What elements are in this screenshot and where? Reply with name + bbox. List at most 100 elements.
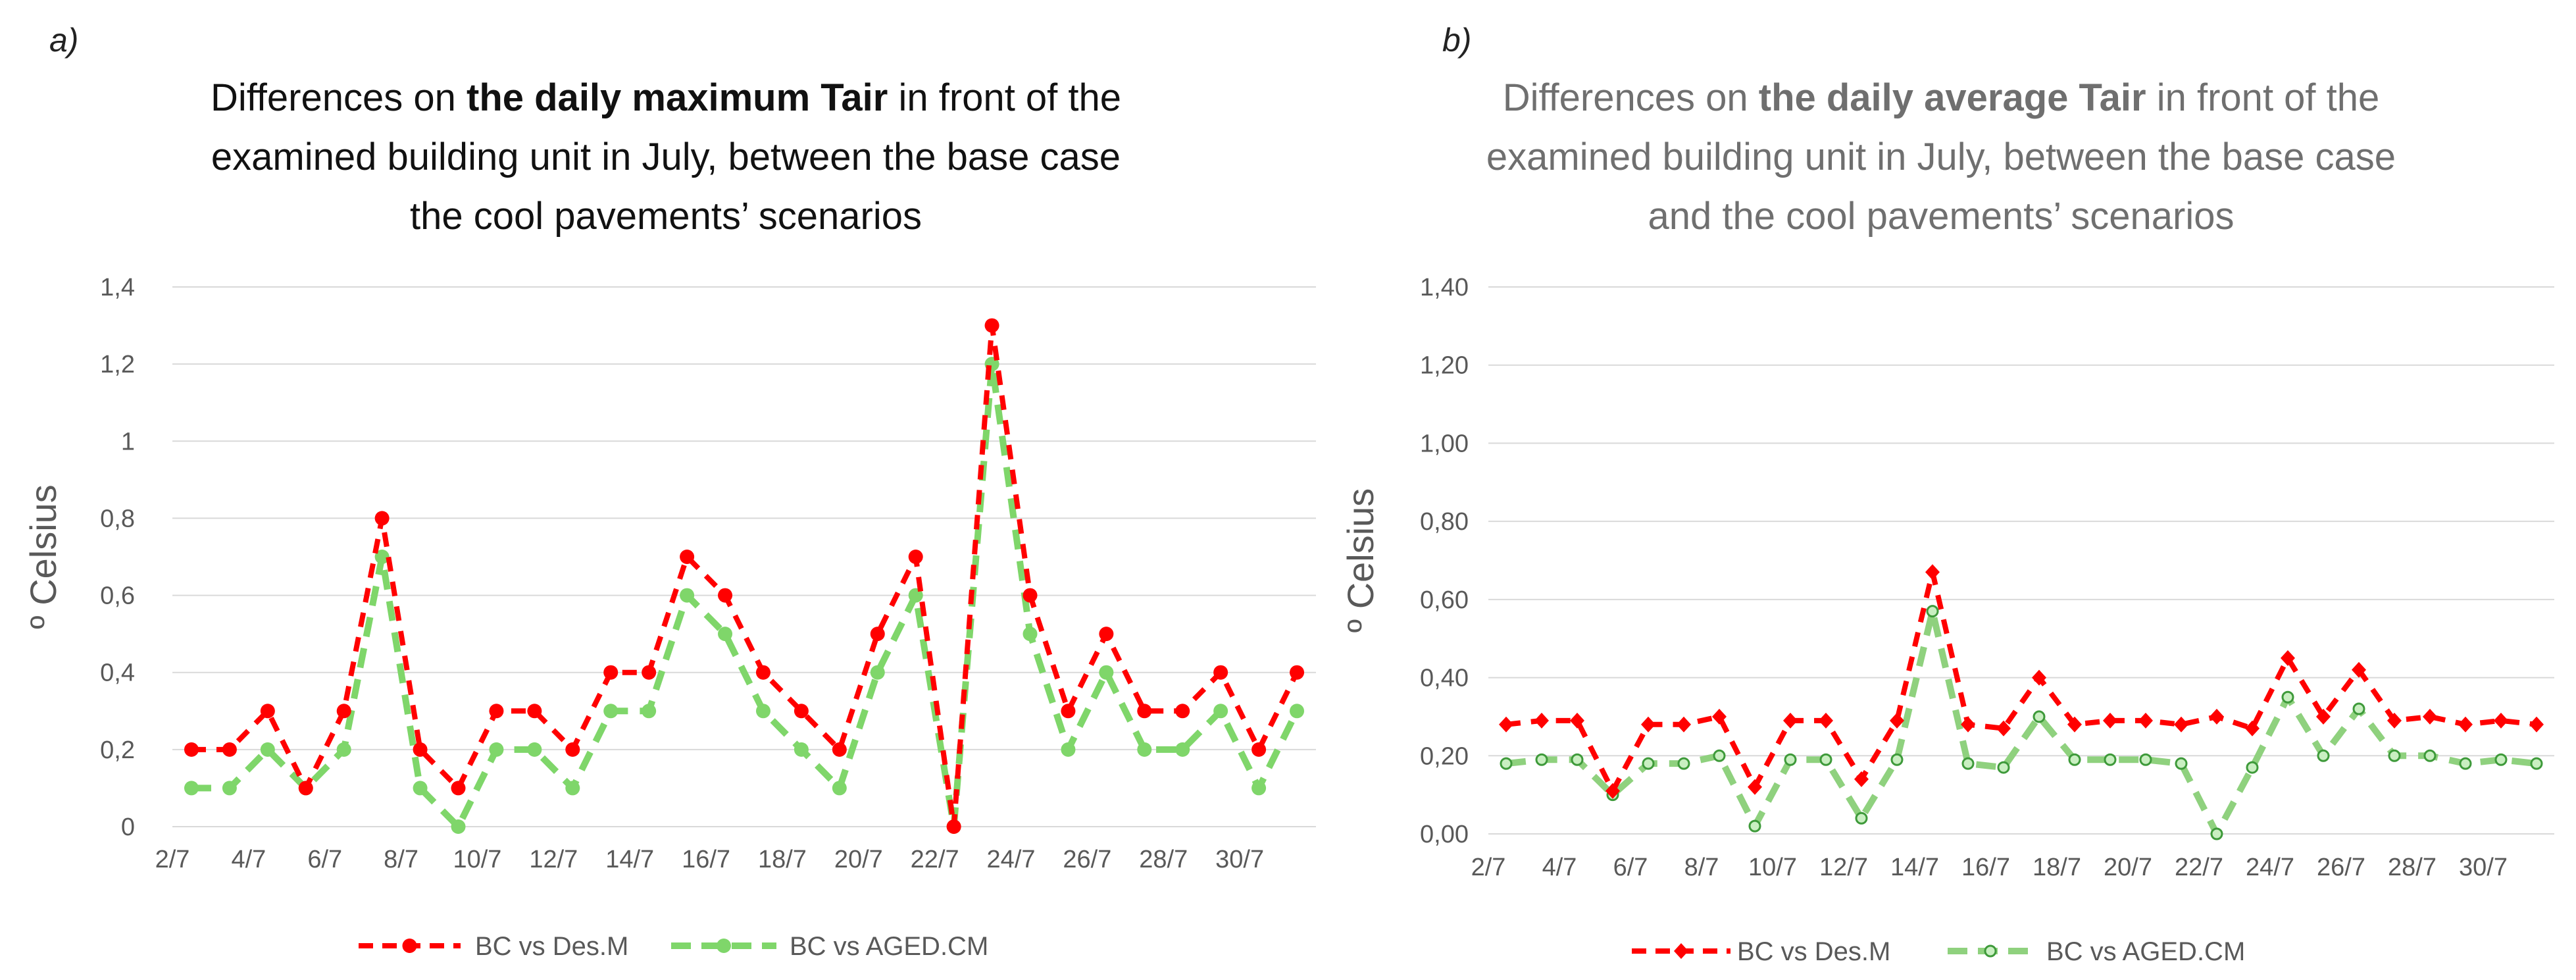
- data-point: [2352, 661, 2366, 678]
- data-point: [1925, 564, 1940, 580]
- data-point: [1677, 757, 1690, 770]
- data-point: [603, 665, 619, 680]
- legend-marker: [1984, 944, 1997, 958]
- data-point: [832, 742, 847, 757]
- data-point: [565, 781, 580, 796]
- data-point: [2458, 716, 2473, 733]
- data-point: [870, 665, 885, 680]
- data-point: [2139, 753, 2152, 766]
- x-tick-label: 10/7: [453, 846, 501, 873]
- data-point: [1213, 665, 1228, 680]
- chart-title-line: the cool pavements’ scenarios: [410, 195, 922, 238]
- chart-title-line: Differences on the daily average Tair in…: [1503, 76, 2380, 119]
- data-point: [603, 704, 619, 719]
- data-point: [870, 627, 885, 642]
- data-point: [489, 742, 504, 757]
- title-text: examined building unit in July, between …: [211, 136, 1121, 178]
- data-point: [718, 627, 733, 642]
- x-tick-label: 20/7: [834, 846, 883, 873]
- data-point: [2032, 669, 2046, 686]
- y-tick-label: 1,2: [100, 351, 135, 378]
- x-tick-label: 14/7: [1890, 854, 1939, 881]
- x-tick-label: 30/7: [1215, 846, 1264, 873]
- x-tick-label: 8/7: [384, 846, 418, 873]
- data-point: [642, 665, 657, 680]
- data-point: [1535, 753, 1548, 766]
- x-tick-label: 28/7: [1139, 846, 1188, 873]
- data-point: [2067, 716, 2082, 733]
- legend-marker: [402, 939, 417, 953]
- chart-title-line: examined building unit in July, between …: [1486, 136, 2396, 178]
- data-point: [1137, 742, 1152, 757]
- x-tick-label: 16/7: [1961, 854, 2010, 881]
- title-text: Differences on: [1503, 76, 1759, 119]
- data-point: [2281, 690, 2294, 704]
- series-line-aged-cm: [191, 361, 1300, 830]
- data-point: [184, 781, 199, 796]
- y-tick-label: 0,8: [100, 505, 135, 532]
- data-point: [2281, 650, 2295, 666]
- data-point: [1251, 781, 1267, 796]
- data-point: [2210, 827, 2223, 840]
- data-point: [1890, 712, 1904, 729]
- data-point: [1099, 665, 1114, 680]
- y-tick-label: 1: [121, 428, 135, 455]
- y-tick-label: 0,80: [1420, 508, 1469, 536]
- data-point: [222, 742, 237, 757]
- y-tick-label: 0,6: [100, 582, 135, 610]
- data-point: [336, 742, 351, 757]
- data-point: [1677, 716, 1691, 733]
- x-tick-label: 18/7: [758, 846, 807, 873]
- data-point: [1290, 665, 1305, 680]
- data-point: [413, 781, 428, 796]
- data-point: [2387, 712, 2402, 729]
- data-point: [1713, 749, 1726, 762]
- data-point: [2494, 753, 2508, 766]
- y-tick-label: 0,20: [1420, 742, 1469, 770]
- data-point: [1251, 742, 1267, 757]
- x-tick-label: 28/7: [2388, 854, 2437, 881]
- panel-label: a): [49, 22, 78, 59]
- data-point: [2175, 757, 2188, 770]
- data-point: [413, 742, 428, 757]
- data-point: [794, 742, 809, 757]
- title-text: and the cool pavements’ scenarios: [1648, 195, 2235, 238]
- data-point: [1023, 627, 1038, 642]
- data-point: [451, 781, 466, 796]
- y-tick-label: 1,4: [100, 274, 135, 301]
- data-point: [1571, 753, 1584, 766]
- data-point: [908, 550, 923, 564]
- title-text: in front of the: [2146, 76, 2380, 119]
- legend-label: BC vs Des.M: [475, 932, 628, 961]
- data-point: [2174, 716, 2188, 733]
- data-point: [1961, 716, 1975, 733]
- y-axis-label: º Celsius: [1340, 488, 1381, 633]
- data-point: [1061, 742, 1076, 757]
- title-text: examined building unit in July, between …: [1486, 136, 2396, 178]
- x-tick-label: 2/7: [155, 846, 190, 873]
- data-point: [451, 819, 466, 834]
- chart-panel-b: b) Differences on the daily average Tair …: [1340, 22, 2554, 966]
- data-point: [2423, 749, 2437, 762]
- legend-marker: [1674, 943, 1688, 959]
- data-point: [1641, 716, 1655, 733]
- data-point: [336, 704, 351, 719]
- data-point: [1783, 712, 1798, 729]
- data-point: [2068, 753, 2081, 766]
- data-point: [1784, 753, 1797, 766]
- x-tick-label: 4/7: [231, 846, 266, 873]
- data-point: [2245, 720, 2260, 736]
- y-tick-label: 0,00: [1420, 821, 1469, 848]
- data-point: [1175, 742, 1190, 757]
- data-point: [565, 742, 580, 757]
- title-bold-text: the daily maximum Tair: [467, 76, 888, 119]
- data-point: [1175, 704, 1190, 719]
- data-point: [1499, 716, 1513, 733]
- x-tick-label: 24/7: [987, 846, 1036, 873]
- data-point: [1023, 588, 1038, 603]
- data-point: [2530, 757, 2543, 770]
- data-point: [946, 819, 961, 834]
- title-text: in front of the: [888, 76, 1121, 119]
- data-point: [489, 704, 504, 719]
